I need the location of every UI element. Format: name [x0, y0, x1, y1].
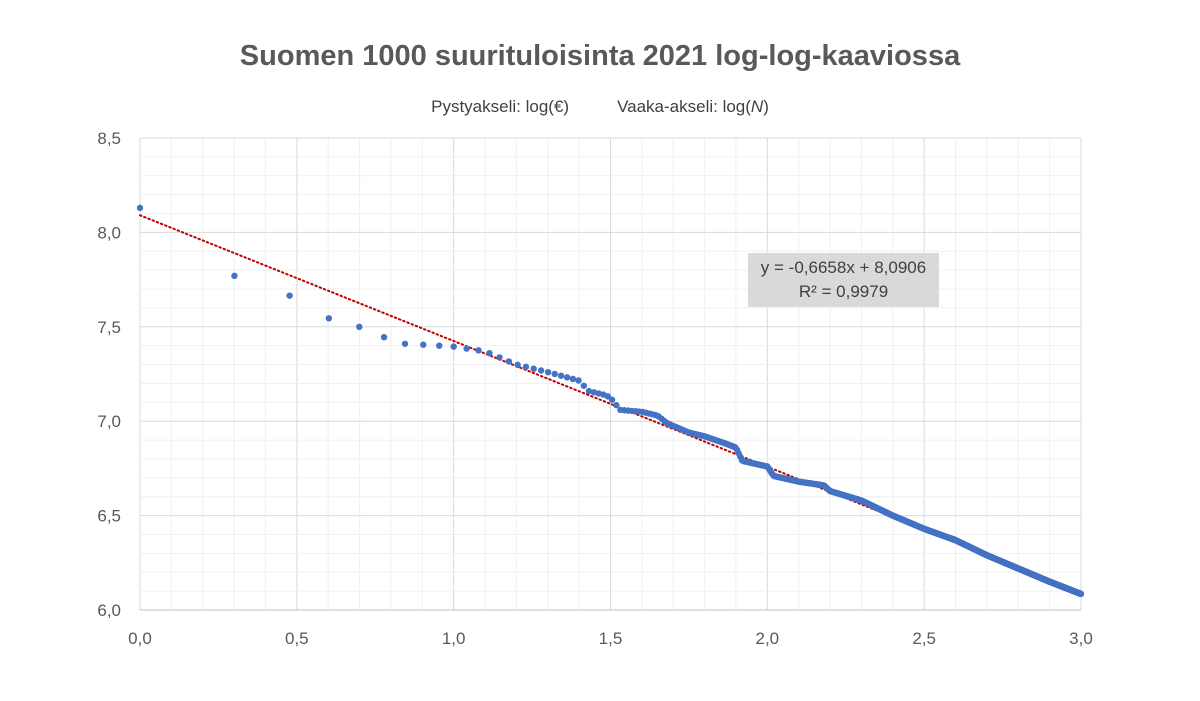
- x-axis-note-suffix: ): [763, 97, 769, 116]
- x-axis-note-prefix: Vaaka-akseli: log(: [617, 97, 751, 116]
- data-point: [551, 370, 558, 378]
- data-point: [475, 347, 482, 354]
- y-tick-label: 8,5: [97, 129, 121, 148]
- data-point: [325, 315, 333, 322]
- chart-title: Suomen 1000 suurituloisinta 2021 log-log…: [239, 40, 961, 72]
- y-tick-label: 6,5: [97, 507, 121, 526]
- y-tick-label: 6,0: [97, 601, 121, 620]
- data-point: [585, 387, 593, 395]
- data-point: [575, 377, 582, 384]
- linear-trendline: [139, 214, 1082, 594]
- data-point: [463, 345, 470, 352]
- data-point: [530, 365, 537, 372]
- data-point: [608, 396, 616, 403]
- x-axis-note-variable: N: [750, 97, 764, 116]
- data-point: [505, 358, 513, 365]
- y-tick-label: 7,0: [97, 412, 121, 431]
- x-tick-label: 0,0: [128, 629, 152, 648]
- trendline-equation: y = -0,6658x + 8,0906: [760, 258, 927, 277]
- x-tick-label: 1,5: [599, 629, 623, 648]
- data-point: [569, 375, 577, 383]
- data-point: [436, 342, 443, 349]
- data-point: [557, 372, 565, 379]
- x-tick-label: 0,5: [285, 629, 309, 648]
- y-axis-note: Pystyakseli: log(€): [431, 97, 570, 116]
- y-tick-label: 8,0: [97, 223, 121, 242]
- data-point: [401, 340, 409, 347]
- data-point: [590, 389, 598, 396]
- data-point: [522, 363, 530, 371]
- trendline: [139, 214, 1082, 594]
- data-point: [420, 341, 427, 348]
- data-point: [514, 361, 521, 369]
- data-point: [580, 382, 588, 389]
- data-point: [563, 374, 571, 381]
- x-tick-label: 3,0: [1069, 629, 1093, 648]
- tick-labels: 0,0 0,5 1,0 1,5 2,0 2,5 3,0 6,0 6,5 7,0 7,5 8,0 8,5: [97, 129, 1092, 648]
- data-point: [537, 367, 545, 374]
- data-point: [286, 292, 293, 299]
- trendline-equation-box: y = -0,6658x + 8,0906 R² = 0,9979: [748, 253, 939, 307]
- x-axis-note: Vaaka-akseli: log(N): [617, 97, 769, 116]
- data-point: [613, 401, 620, 409]
- data-point: [604, 393, 611, 400]
- x-tick-label: 2,5: [912, 629, 936, 648]
- data-point: [544, 368, 552, 376]
- data-point: [486, 349, 493, 357]
- y-tick-label: 7,5: [97, 318, 121, 337]
- data-point: [231, 272, 238, 280]
- data-point: [1077, 590, 1085, 598]
- x-tick-label: 2,0: [756, 629, 780, 648]
- data-point: [496, 354, 503, 361]
- data-point: [450, 343, 457, 350]
- data-point: [356, 323, 363, 330]
- gridlines: [139, 137, 1082, 611]
- chart-subtitle: Pystyakseli: log(€) Vaaka-akseli: log(N): [0, 97, 1200, 117]
- x-tick-label: 1,0: [442, 629, 466, 648]
- trendline-r2: R² = 0,9979: [798, 282, 889, 301]
- data-point: [136, 204, 144, 212]
- data-points: [136, 204, 1085, 598]
- data-point: [380, 333, 388, 341]
